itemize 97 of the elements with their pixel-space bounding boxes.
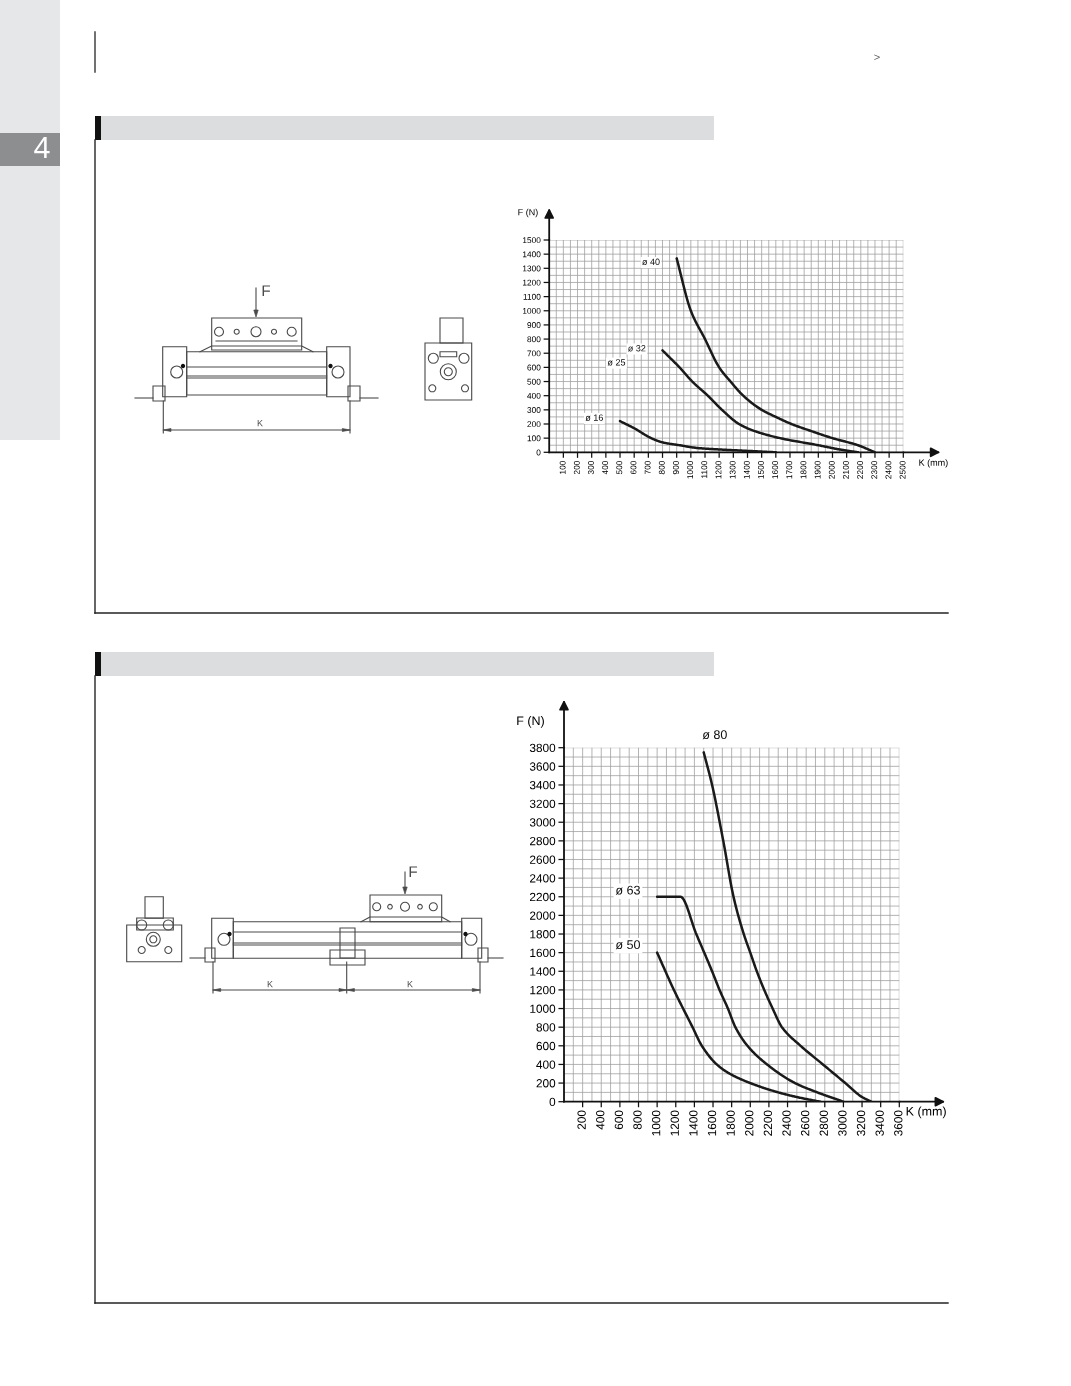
y-tick-label: 700 [527, 350, 541, 357]
text: 4 [34, 136, 50, 158]
text: K [257, 420, 263, 427]
series-label: ø 63 [615, 885, 640, 895]
x-tick-label: 1600 [707, 1110, 717, 1136]
y-tick-label: 400 [527, 392, 541, 399]
x-tick-label: 2200 [763, 1110, 773, 1136]
y-tick-label: 800 [527, 336, 541, 343]
y-tick-label: 600 [527, 364, 541, 371]
x-tick-label: 1800 [726, 1110, 735, 1136]
y-tick-label: 2600 [530, 855, 556, 864]
x-tick-label: 1700 [786, 460, 793, 479]
x-tick-label: 2400 [885, 460, 892, 479]
text: K [407, 981, 413, 988]
x-tick-label: 1200 [670, 1110, 679, 1136]
x-tick-label: 1000 [687, 460, 694, 479]
y-axis-title: F (N) [518, 208, 538, 218]
x-tick-label: 2500 [899, 460, 906, 479]
series-label: ø 32 [627, 345, 646, 352]
x-tick-label: 100 [559, 460, 566, 474]
x-tick-label: 800 [633, 1110, 642, 1130]
y-tick-label: 1600 [530, 948, 556, 958]
x-tick-label: 2800 [819, 1110, 828, 1136]
x-tick-label: 200 [577, 1110, 586, 1130]
y-tick-label: 0 [549, 1097, 556, 1107]
x-tick-label: 1800 [800, 460, 807, 479]
text: > [874, 54, 880, 61]
y-tick-label: 900 [527, 322, 541, 329]
x-tick-label: 3600 [894, 1110, 903, 1136]
y-tick-label: 3600 [529, 762, 556, 771]
annotation: ø 25 [607, 359, 626, 366]
x-tick-label: 1300 [729, 460, 736, 479]
x-tick-label: 300 [588, 460, 594, 475]
x-tick-label: 600 [614, 1110, 624, 1130]
x-tick-label: 3400 [875, 1110, 884, 1136]
y-tick-label: 1100 [523, 293, 541, 300]
x-tick-label: 1400 [743, 460, 750, 479]
x-tick-label: 900 [673, 460, 679, 475]
y-tick-label: 1400 [522, 251, 541, 258]
text: F [262, 285, 271, 296]
x-tick-label: 2000 [745, 1110, 754, 1136]
series-label: ø 16 [585, 414, 603, 421]
y-tick-label: 500 [527, 378, 541, 385]
x-tick-label: 400 [602, 460, 609, 475]
x-tick-label: 2400 [782, 1110, 791, 1136]
x-axis-title: K (mm) [919, 459, 948, 468]
text: K [267, 981, 273, 988]
y-tick-label: 1400 [530, 967, 556, 976]
x-tick-label: 1200 [715, 460, 722, 479]
x-axis-title: K (mm) [906, 1106, 946, 1119]
y-tick-label: 1800 [530, 930, 556, 939]
x-tick-label: 2300 [871, 460, 878, 479]
y-tick-label: 3000 [529, 818, 556, 827]
series-label: ø 80 [702, 730, 727, 740]
y-tick-label: 300 [527, 407, 541, 413]
x-tick-label: 1400 [689, 1110, 698, 1136]
y-tick-label: 2000 [530, 911, 556, 920]
y-tick-label: 400 [536, 1060, 556, 1069]
y-tick-label: 1200 [530, 985, 556, 995]
y-tick-label: 200 [536, 1079, 556, 1088]
y-tick-label: 3200 [529, 799, 556, 808]
x-tick-label: 800 [658, 460, 665, 475]
series-label: ø 40 [642, 258, 660, 266]
y-tick-label: 1300 [522, 265, 541, 272]
y-tick-label: 3400 [529, 781, 556, 790]
x-tick-label: 500 [616, 460, 623, 475]
x-tick-label: 1900 [814, 460, 821, 479]
series-label: ø 50 [615, 940, 640, 950]
y-tick-label: 1000 [522, 307, 541, 314]
text: F [409, 866, 418, 877]
y-tick-label: 1200 [522, 279, 541, 286]
y-tick-label: 2200 [530, 892, 556, 902]
y-tick-label: 3800 [529, 743, 556, 753]
x-tick-label: 2100 [842, 460, 849, 479]
x-tick-label: 2200 [857, 460, 864, 479]
x-tick-label: 200 [573, 460, 580, 475]
x-tick-label: 2600 [800, 1110, 810, 1136]
y-tick-label: 600 [536, 1041, 556, 1051]
y-tick-label: 2400 [530, 874, 556, 883]
y-axis-title: F (N) [517, 716, 544, 728]
y-tick-label: 100 [527, 435, 541, 442]
y-tick-label: 2800 [530, 836, 556, 846]
x-tick-label: 3000 [838, 1110, 847, 1136]
y-tick-label: 800 [536, 1023, 556, 1032]
y-tick-label: 200 [527, 421, 541, 428]
x-tick-label: 700 [644, 460, 651, 475]
x-tick-label: 1600 [772, 460, 779, 479]
x-tick-label: 400 [596, 1110, 605, 1130]
y-tick-label: 1500 [522, 237, 541, 244]
x-tick-label: 1500 [758, 460, 764, 479]
y-tick-label: 1000 [530, 1004, 556, 1013]
x-tick-label: 2000 [828, 460, 835, 479]
x-tick-label: 1100 [701, 460, 708, 478]
y-tick-label: 0 [536, 449, 541, 456]
x-tick-label: 600 [630, 460, 637, 475]
x-tick-label: 3200 [856, 1110, 866, 1136]
x-tick-label: 1000 [651, 1110, 661, 1136]
